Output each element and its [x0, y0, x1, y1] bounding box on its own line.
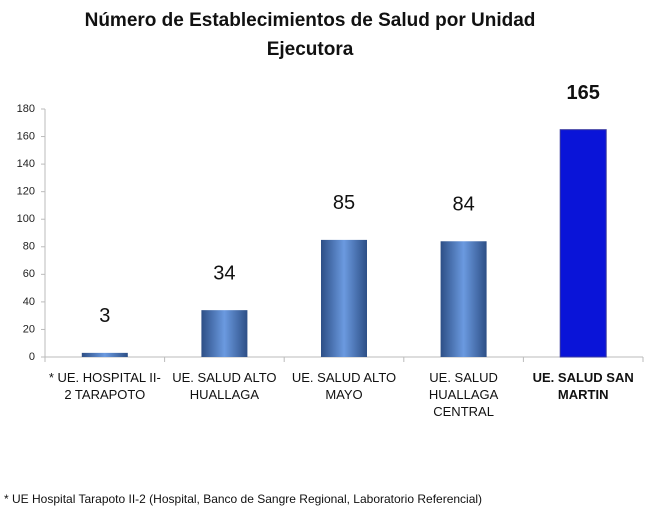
value-label: 3 [99, 305, 110, 327]
y-tick-label: 120 [17, 186, 35, 198]
x-tick-label: * UE. HOSPITAL II-2 TARAPOTO [48, 370, 161, 402]
value-label: 34 [213, 262, 235, 284]
bar [321, 239, 367, 357]
x-tick-label: UE. SALUD ALTO HUALLAGA [172, 370, 277, 402]
chart-title: Número de Establecimientos de Salud por … [84, 10, 536, 60]
y-tick-label: 0 [29, 351, 35, 363]
bar [201, 310, 248, 357]
y-tick-label: 40 [23, 296, 35, 308]
x-tick-label: UE. SALUD HUALLAGA CENTRAL [428, 370, 499, 419]
y-tick-label: 80 [23, 241, 35, 253]
y-tick-label: 20 [23, 323, 35, 335]
y-tick-label: 100 [17, 213, 35, 225]
value-label: 165 [567, 82, 600, 104]
y-tick-label: 60 [23, 268, 35, 280]
x-tick-label: UE. SALUD SAN MARTIN [532, 370, 634, 402]
bar [440, 241, 487, 357]
bar [559, 129, 607, 358]
y-tick-label: 180 [17, 103, 35, 115]
footnote: * UE Hospital Tarapoto II-2 (Hospital, B… [4, 492, 483, 506]
value-label: 85 [333, 192, 355, 214]
bar [81, 352, 128, 357]
value-label: 84 [452, 194, 474, 216]
y-tick-label: 140 [17, 158, 35, 170]
y-tick-label: 160 [17, 130, 35, 142]
x-tick-label: UE. SALUD ALTO MAYO [291, 370, 397, 402]
